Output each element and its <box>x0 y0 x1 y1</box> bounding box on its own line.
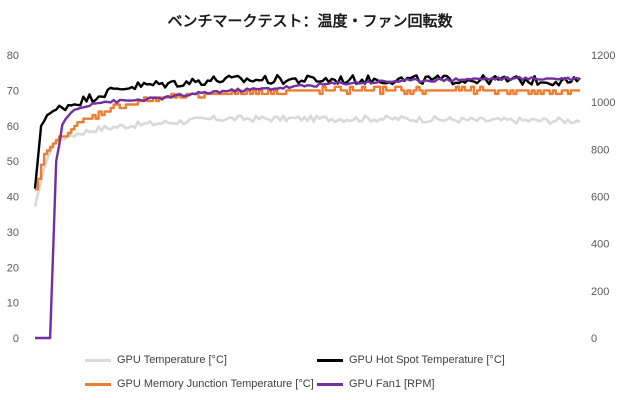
left-tick-label: 70 <box>7 85 19 97</box>
legend-swatch <box>317 382 343 386</box>
left-tick-label: 80 <box>7 50 19 62</box>
legend-swatch <box>317 358 343 362</box>
right-tick-label: 1000 <box>591 97 615 109</box>
right-tick-label: 200 <box>591 286 609 298</box>
left-tick-label: 60 <box>7 121 19 133</box>
right-tick-label: 0 <box>591 333 597 345</box>
left-tick-label: 50 <box>7 156 19 168</box>
left-axis: 0 10 20 30 40 50 60 70 80 <box>7 50 19 345</box>
left-tick-label: 10 <box>7 298 19 310</box>
chart-title: ベンチマークテスト：温度・ファン回転数 <box>167 12 453 30</box>
legend-item: GPU Memory Junction Temperature [°C] <box>85 378 314 390</box>
legend-swatch <box>85 382 111 386</box>
legend-item: GPU Fan1 [RPM] <box>317 378 435 390</box>
legend-label: GPU Fan1 [RPM] <box>349 378 435 390</box>
series-lines <box>33 74 581 340</box>
left-tick-label: 20 <box>7 262 19 274</box>
right-tick-label: 1200 <box>591 50 615 62</box>
legend-label: GPU Temperature [°C] <box>117 354 227 366</box>
left-tick-label: 40 <box>7 192 19 204</box>
series-line-4 <box>35 75 581 340</box>
legend-label: GPU Memory Junction Temperature [°C] <box>117 378 314 390</box>
legend-swatch <box>85 358 111 362</box>
right-axis: 0 200 400 600 800 1000 1200 <box>591 50 615 345</box>
series-line-1 <box>33 114 581 207</box>
legend-item: GPU Temperature [°C] <box>85 354 227 366</box>
left-tick-label: 30 <box>7 227 19 239</box>
series-line-3 <box>35 85 580 191</box>
right-tick-label: 600 <box>591 192 609 204</box>
series-line-2 <box>33 74 581 189</box>
right-tick-label: 800 <box>591 144 609 156</box>
legend-item: GPU Hot Spot Temperature [°C] <box>317 354 505 366</box>
left-tick-label: 0 <box>13 333 19 345</box>
legend-label: GPU Hot Spot Temperature [°C] <box>349 354 505 366</box>
right-tick-label: 400 <box>591 239 609 251</box>
